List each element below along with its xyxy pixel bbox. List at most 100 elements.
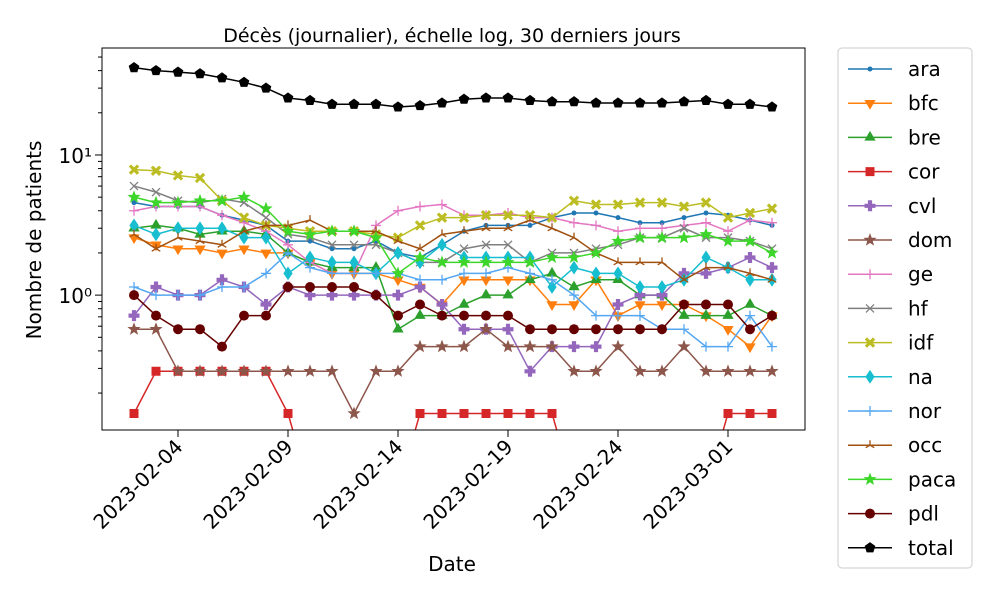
marker (458, 93, 470, 104)
marker (743, 234, 757, 247)
marker (349, 255, 359, 270)
marker (480, 210, 492, 221)
marker (305, 215, 315, 224)
marker (865, 440, 875, 449)
marker (546, 301, 558, 311)
marker (151, 243, 161, 252)
legend-label: cor (908, 160, 940, 184)
marker (150, 64, 162, 76)
marker (722, 98, 734, 109)
marker (237, 364, 251, 377)
marker (479, 322, 493, 335)
marker (325, 364, 339, 377)
marker (151, 227, 161, 242)
marker (393, 246, 403, 260)
marker (635, 324, 646, 335)
marker (502, 288, 514, 299)
marker (723, 341, 734, 352)
marker (327, 281, 338, 292)
marker (865, 369, 875, 384)
marker (193, 193, 207, 207)
marker (414, 100, 426, 111)
marker (679, 299, 690, 310)
marker (437, 274, 448, 285)
marker (525, 324, 536, 335)
marker (611, 234, 625, 247)
marker (593, 210, 599, 216)
marker (282, 92, 294, 103)
legend-label: dom (908, 228, 952, 252)
marker (569, 232, 579, 241)
marker (501, 255, 515, 268)
marker (217, 221, 227, 236)
marker (217, 281, 228, 292)
marker (239, 310, 250, 321)
marker (679, 274, 689, 283)
marker (239, 226, 249, 235)
marker (326, 289, 338, 301)
marker (347, 406, 361, 420)
marker (436, 97, 448, 108)
marker (701, 341, 712, 352)
marker (502, 210, 514, 221)
marker (129, 290, 140, 301)
marker (637, 220, 643, 226)
x-axis-label: Date (428, 552, 476, 576)
marker (151, 310, 162, 321)
marker (415, 408, 425, 418)
marker (864, 337, 876, 348)
legend-label: paca (908, 467, 956, 491)
marker (436, 212, 448, 223)
marker (590, 97, 602, 108)
marker (767, 274, 777, 283)
marker (865, 167, 875, 177)
marker (613, 310, 624, 321)
marker (677, 339, 691, 353)
marker (437, 310, 448, 321)
marker (392, 101, 404, 112)
marker (371, 290, 382, 301)
marker (657, 257, 667, 266)
marker (766, 101, 778, 112)
marker (501, 339, 515, 353)
legend-label: occ (908, 433, 942, 457)
marker (261, 268, 272, 279)
marker (525, 408, 535, 418)
marker (369, 364, 383, 377)
marker (195, 221, 205, 236)
marker (149, 322, 163, 335)
marker (481, 310, 492, 321)
marker (502, 323, 514, 335)
marker (369, 230, 383, 244)
y-tick-label: 10¹ (59, 144, 92, 168)
marker (547, 324, 558, 335)
marker (415, 243, 425, 252)
marker (458, 323, 470, 335)
marker (238, 76, 250, 87)
marker (589, 364, 603, 377)
legend-label: na (908, 365, 933, 389)
marker (744, 207, 756, 219)
marker (435, 255, 449, 268)
marker (525, 268, 536, 279)
marker (523, 255, 537, 268)
marker (195, 324, 206, 335)
marker (392, 289, 404, 301)
marker (304, 289, 316, 301)
marker (216, 274, 228, 286)
marker (569, 217, 580, 228)
marker (863, 472, 877, 486)
marker (723, 408, 733, 418)
marker (744, 343, 756, 354)
marker (745, 268, 755, 277)
legend-label: ge (908, 262, 933, 286)
marker (611, 339, 625, 353)
marker (864, 99, 876, 110)
legend-label: cvl (908, 194, 936, 218)
marker (172, 170, 184, 181)
marker (479, 255, 493, 268)
marker (128, 310, 140, 322)
marker (721, 364, 735, 377)
marker (503, 408, 513, 418)
